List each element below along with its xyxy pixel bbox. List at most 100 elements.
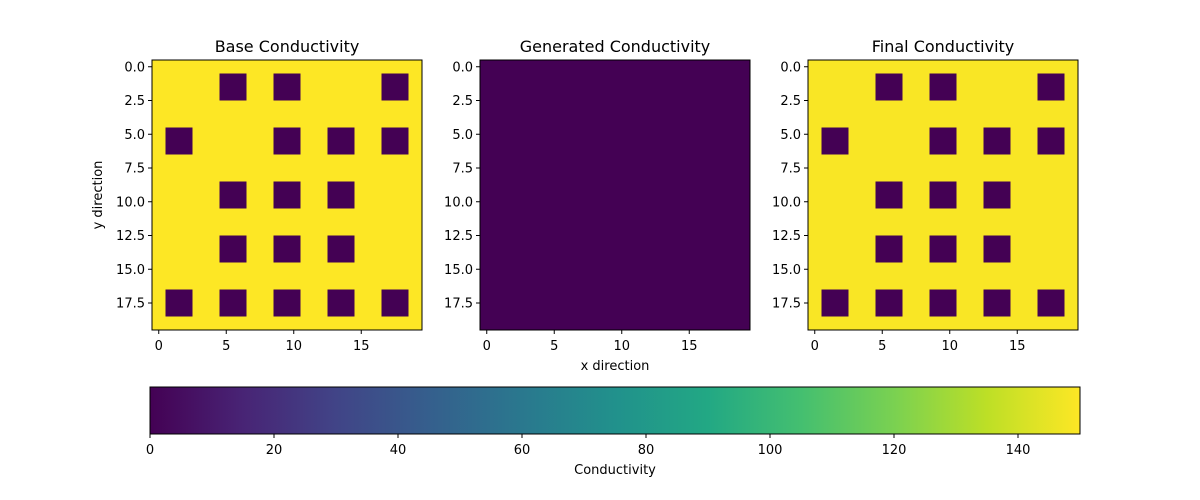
colorbar-tick-label: 80	[638, 443, 655, 458]
y-axis-label: y direction	[91, 161, 106, 230]
heatmap-cell-block	[983, 127, 1011, 155]
x-tick-label: 0	[155, 339, 163, 354]
heatmap-cell-block	[273, 73, 301, 101]
heatmap-cell-block	[219, 73, 247, 101]
panel-title: Base Conductivity	[215, 37, 360, 56]
heatmap-cell-block	[327, 181, 355, 209]
heatmap-background	[480, 60, 750, 330]
heatmap-cell-block	[875, 289, 903, 317]
y-tick-label: 17.5	[444, 297, 473, 312]
panel-title: Final Conductivity	[872, 37, 1015, 56]
heatmap-cell-block	[929, 181, 957, 209]
y-tick-label: 12.5	[116, 229, 145, 244]
x-tick-label: 5	[222, 339, 230, 354]
panel-generated-conductivity: Generated Conductivity 0 5 10 15 0.0 2.5 5.0 7.…	[444, 37, 751, 374]
colorbar-label: Conductivity	[574, 463, 656, 478]
y-tick-label: 10.0	[116, 195, 145, 210]
heatmap-cell-block	[929, 235, 957, 263]
y-tick-label: 12.5	[444, 229, 473, 244]
y-tick-label: 0.0	[780, 60, 801, 75]
heatmap-cell-block	[273, 127, 301, 155]
colorbar-tick-label: 60	[514, 443, 531, 458]
colorbar-tick-label: 140	[1006, 443, 1031, 458]
y-tick-label: 17.5	[772, 297, 801, 312]
heatmap-cell-block	[821, 289, 849, 317]
axes-frame	[479, 59, 751, 331]
heatmap-plot: 0 5 10 15 0.0 2.5 5.0 7.5 10.0 12.5 15.0 17.5	[772, 59, 1079, 354]
x-tick-label: 5	[550, 339, 558, 354]
colorbar: 0 20 40 60 80 100 120 140 Conductivity	[146, 386, 1081, 478]
heatmap-cell-block	[273, 181, 301, 209]
y-tick-label: 0.0	[452, 60, 473, 75]
heatmap-cell-block	[165, 289, 193, 317]
colorbar-tick-label: 120	[882, 443, 907, 458]
y-tick-label: 2.5	[452, 94, 473, 109]
heatmap-plot: 0 5 10 15 0.0 2.5 5.0 7.5 10.0 12.5 15.0 17.5	[444, 59, 751, 354]
y-tick-label: 12.5	[772, 229, 801, 244]
heatmap-cell-block	[165, 127, 193, 155]
y-tick-label: 7.5	[780, 162, 801, 177]
heatmap-cell-block	[219, 235, 247, 263]
heatmap-cell-block	[929, 127, 957, 155]
heatmap-cell-block	[273, 235, 301, 263]
x-tick-label: 10	[613, 339, 630, 354]
panel-base-conductivity: Base Conductivity 0 5 10 15 0.0 2.5 5.0 7.5 10.0…	[91, 37, 423, 354]
heatmap-cell-block	[983, 235, 1011, 263]
heatmap-cell-block	[875, 73, 903, 101]
heatmap-cell-block	[821, 127, 849, 155]
x-tick-label: 10	[941, 339, 958, 354]
y-tick-label: 10.0	[772, 195, 801, 210]
heatmap-cell-block	[381, 289, 409, 317]
panel-final-conductivity: Final Conductivity 0 5 10 15 0.0 2.5 5.0 7.5 10.…	[772, 37, 1079, 354]
colorbar-ticks: 0 20 40 60 80 100 120 140	[146, 434, 1031, 458]
colorbar-tick-label: 20	[266, 443, 283, 458]
panel-title: Generated Conductivity	[520, 37, 711, 56]
x-tick-label: 10	[285, 339, 302, 354]
x-tick-label: 5	[878, 339, 886, 354]
heatmap-cell-block	[219, 181, 247, 209]
x-tick-label: 0	[483, 339, 491, 354]
axes-frame	[151, 59, 423, 331]
y-tick-label: 15.0	[772, 263, 801, 278]
y-tick-label: 7.5	[452, 162, 473, 177]
x-axis-label: x direction	[581, 359, 650, 374]
y-tick-label: 17.5	[116, 297, 145, 312]
colorbar-tick-label: 0	[146, 443, 154, 458]
y-tick-label: 0.0	[124, 60, 145, 75]
x-tick-label: 15	[681, 339, 698, 354]
y-tick-label: 2.5	[124, 94, 145, 109]
y-tick-label: 5.0	[780, 128, 801, 143]
heatmap-cell-block	[1037, 73, 1065, 101]
y-tick-label: 2.5	[780, 94, 801, 109]
heatmap-cell-block	[273, 289, 301, 317]
heatmap-cell-block	[929, 73, 957, 101]
heatmap-cell-block	[381, 73, 409, 101]
heatmap-cell-block	[875, 181, 903, 209]
y-tick-label: 15.0	[444, 263, 473, 278]
colorbar-tick-label: 40	[390, 443, 407, 458]
y-tick-label: 5.0	[452, 128, 473, 143]
heatmap-cell-block	[219, 289, 247, 317]
y-tick-label: 10.0	[444, 195, 473, 210]
y-tick-label: 15.0	[116, 263, 145, 278]
heatmap-cell-block	[327, 289, 355, 317]
heatmap-cell-block	[929, 289, 957, 317]
heatmap-plot: 0 5 10 15 0.0 2.5 5.0 7.5 10.0 12.5 15.0 17.5	[116, 59, 423, 354]
heatmap-cell-block	[875, 235, 903, 263]
heatmap-cell-block	[1037, 127, 1065, 155]
y-tick-label: 5.0	[124, 128, 145, 143]
colorbar-tick-label: 100	[758, 443, 783, 458]
heatmap-cell-block	[381, 127, 409, 155]
x-tick-label: 15	[353, 339, 370, 354]
colorbar-gradient	[150, 387, 1080, 434]
heatmap-cell-block	[327, 127, 355, 155]
heatmap-cell-block	[1037, 289, 1065, 317]
y-tick-label: 7.5	[124, 162, 145, 177]
x-tick-label: 0	[811, 339, 819, 354]
x-tick-label: 15	[1009, 339, 1026, 354]
heatmap-cell-block	[983, 181, 1011, 209]
colorbar-frame	[149, 386, 1081, 435]
axes-frame	[807, 59, 1079, 331]
heatmap-cell-block	[327, 235, 355, 263]
